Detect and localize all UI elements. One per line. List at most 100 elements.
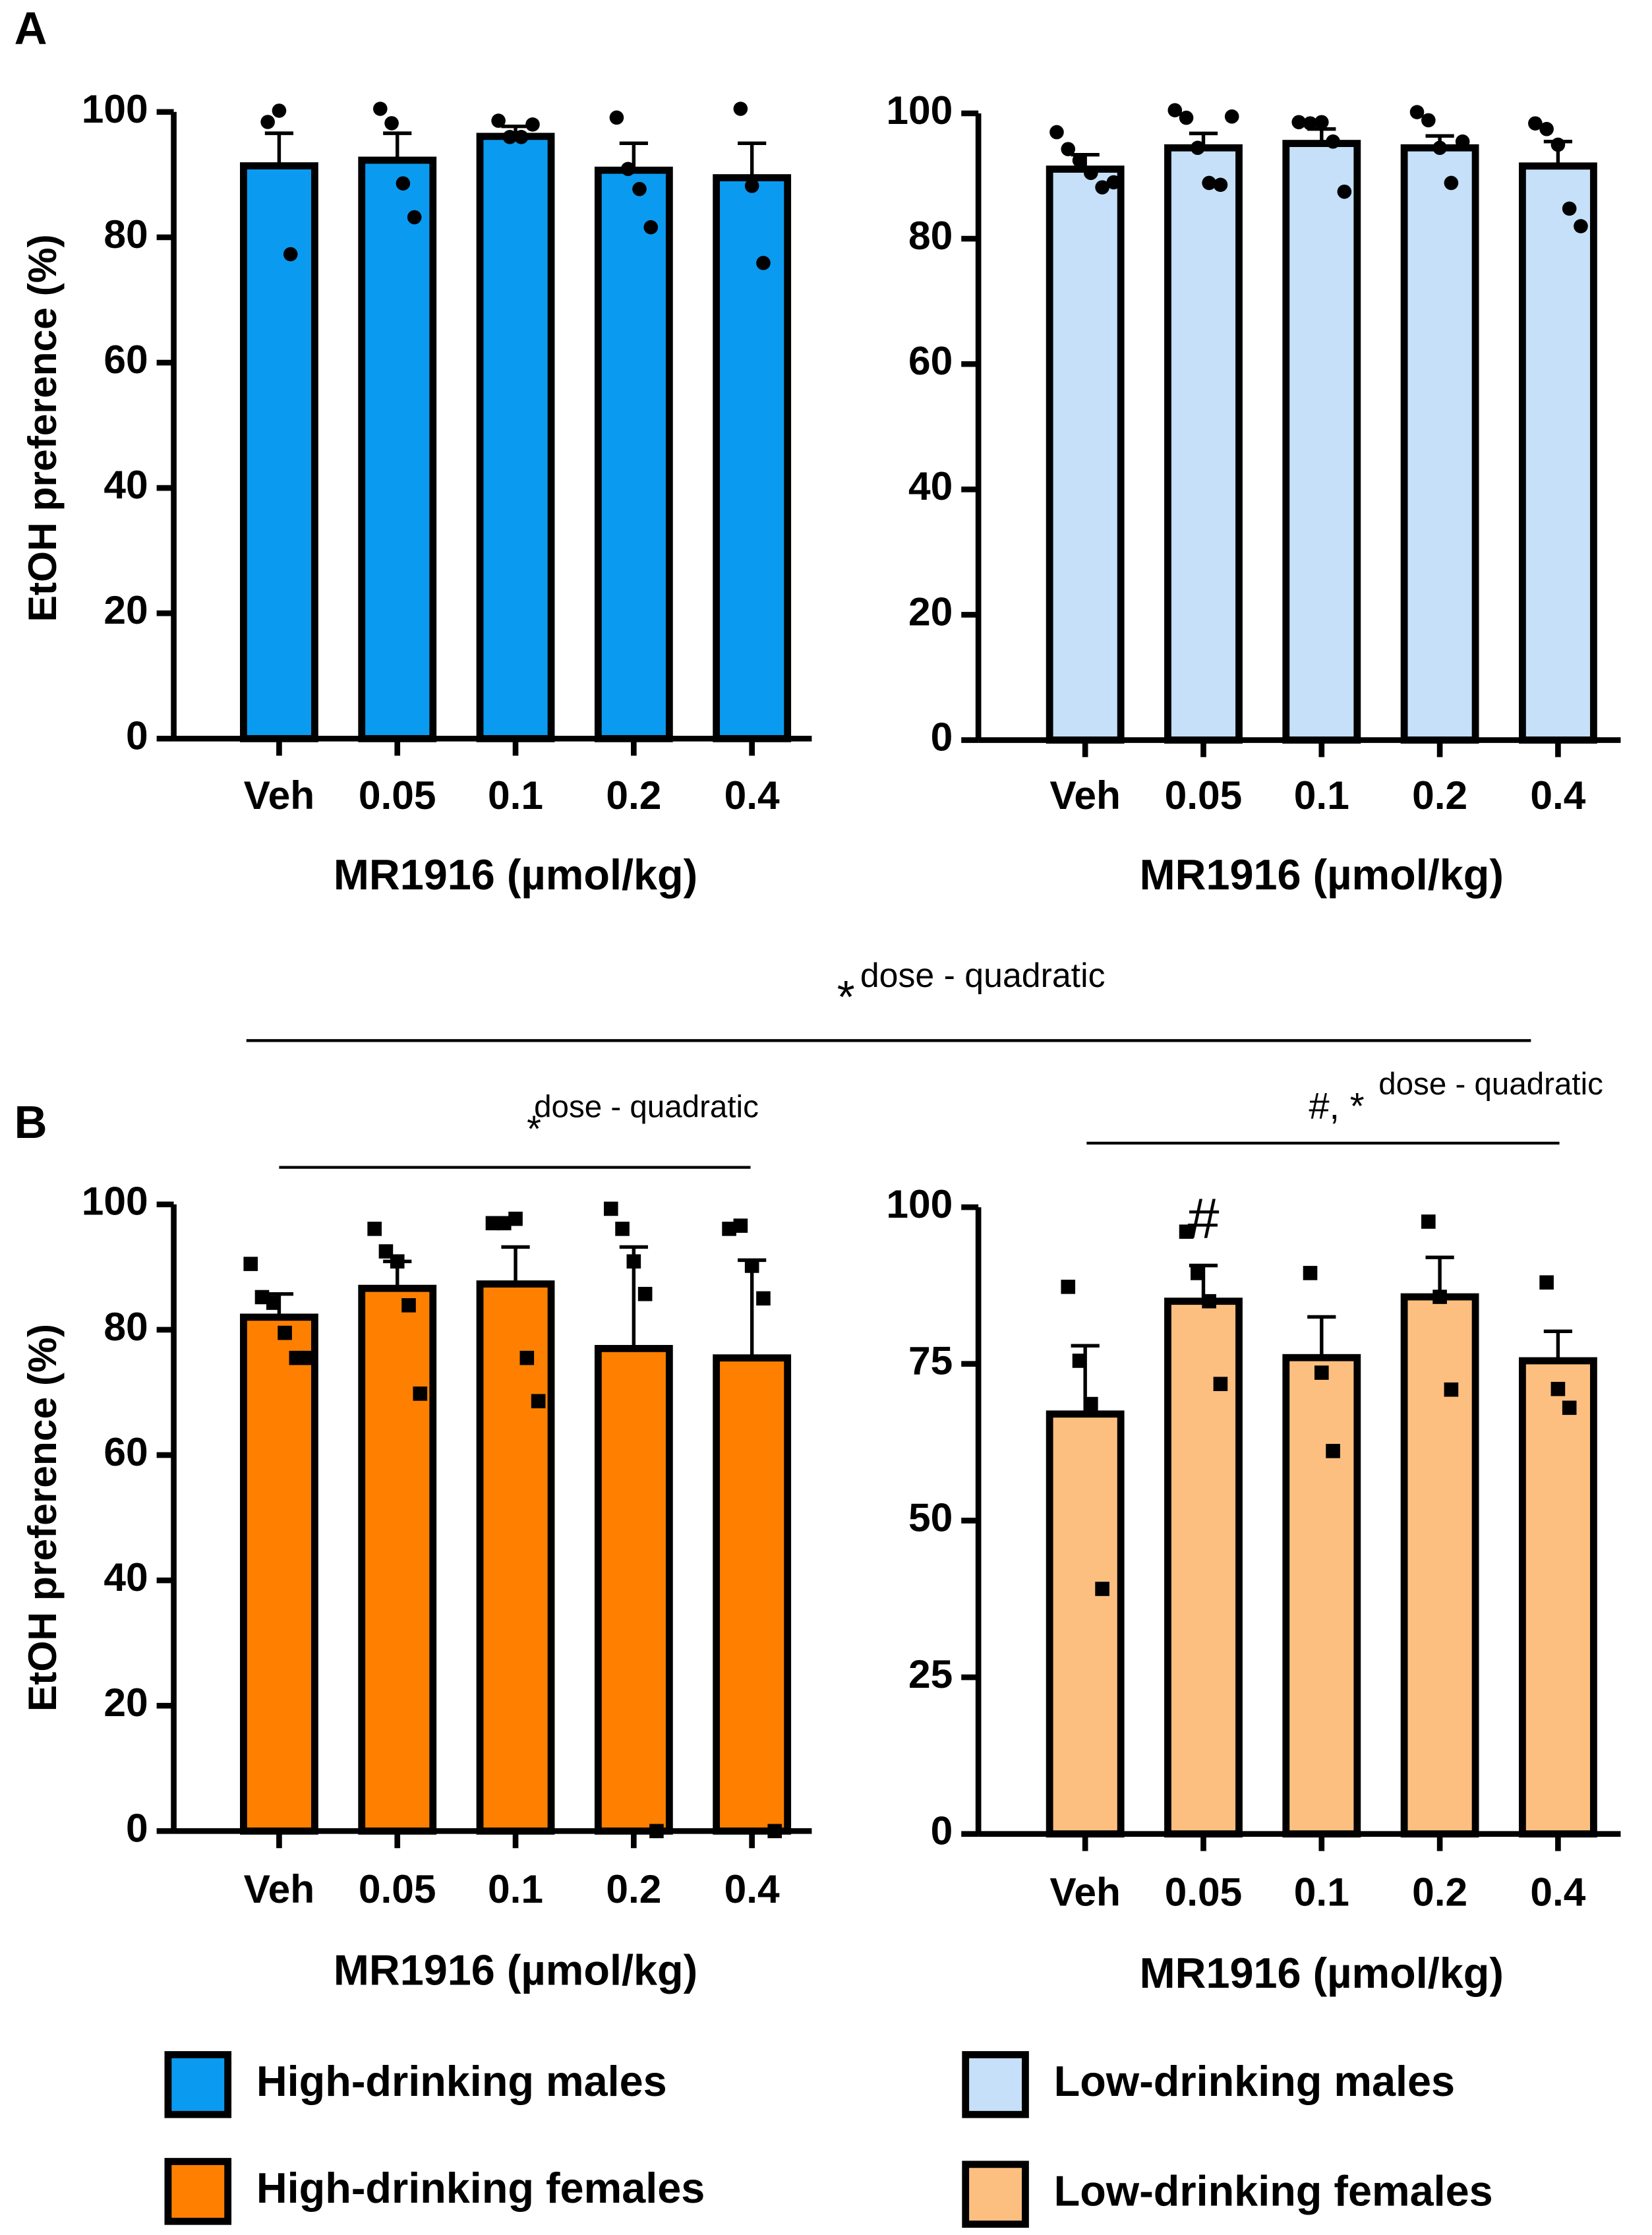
data-point bbox=[1539, 121, 1554, 136]
x-tick-label: 0.2 bbox=[1412, 1870, 1467, 1915]
x-tick-label: 0.4 bbox=[724, 773, 780, 818]
data-point bbox=[1213, 177, 1228, 193]
x-axis-title: MR1916 (µmol/kg) bbox=[334, 850, 697, 899]
x-tick-label: Veh bbox=[244, 773, 315, 818]
data-point bbox=[1084, 1396, 1098, 1412]
data-point bbox=[733, 1218, 748, 1233]
bar bbox=[1519, 162, 1597, 744]
bar bbox=[1046, 165, 1125, 744]
data-point bbox=[1539, 1275, 1554, 1290]
data-point bbox=[1191, 1266, 1205, 1280]
data-point bbox=[1409, 105, 1425, 119]
x-tick-label: 0.4 bbox=[1530, 773, 1585, 818]
x-tick-label: 0.1 bbox=[1294, 773, 1349, 818]
bar bbox=[1282, 140, 1361, 744]
data-point bbox=[1072, 153, 1087, 168]
y-tick-label: 80 bbox=[103, 212, 148, 256]
data-point bbox=[289, 1350, 304, 1365]
data-point bbox=[609, 110, 624, 125]
data-point bbox=[1224, 109, 1239, 124]
data-point bbox=[756, 1291, 771, 1306]
data-point bbox=[1095, 1582, 1109, 1596]
y-tick-label: 60 bbox=[103, 337, 148, 382]
data-point bbox=[1095, 180, 1109, 194]
x-tick-label: 0.05 bbox=[359, 773, 436, 818]
y-tick-label: 100 bbox=[82, 1179, 148, 1224]
annotation-text: dose - quadratic bbox=[1378, 1067, 1603, 1102]
y-tick-label: 50 bbox=[908, 1495, 953, 1539]
data-point bbox=[367, 1222, 382, 1236]
y-tick-label: 25 bbox=[908, 1652, 953, 1696]
data-point bbox=[260, 115, 275, 129]
bar bbox=[713, 1354, 792, 1835]
y-tick-label: 100 bbox=[82, 86, 148, 131]
y-axis-title: EtOH preference (%) bbox=[20, 1324, 65, 1712]
bar bbox=[240, 1313, 318, 1835]
y-tick-label: 80 bbox=[908, 213, 953, 258]
x-tick-label: Veh bbox=[1049, 773, 1121, 818]
y-tick-label: 0 bbox=[126, 713, 148, 758]
data-point bbox=[1061, 1280, 1076, 1294]
data-point bbox=[1179, 1224, 1194, 1239]
annotation-symbol: * bbox=[527, 1108, 541, 1149]
bar bbox=[358, 1284, 437, 1835]
data-point bbox=[243, 1257, 258, 1271]
data-point bbox=[300, 1350, 315, 1365]
data-point bbox=[278, 1325, 292, 1340]
data-point bbox=[1421, 113, 1436, 128]
bar bbox=[1519, 1357, 1597, 1838]
data-point bbox=[514, 130, 529, 144]
annotation-symbol: * bbox=[837, 971, 855, 1023]
legend-swatch bbox=[962, 2160, 1029, 2228]
data-point bbox=[1550, 1381, 1566, 1396]
data-point bbox=[413, 1386, 428, 1401]
y-tick-label: 60 bbox=[103, 1429, 148, 1474]
data-point bbox=[1444, 175, 1459, 191]
x-axis-title: MR1916 (µmol/kg) bbox=[1140, 850, 1504, 899]
bar bbox=[1164, 144, 1243, 744]
data-point bbox=[1432, 1290, 1447, 1304]
legend-swatch bbox=[164, 2158, 232, 2225]
data-point bbox=[266, 1296, 281, 1310]
bar bbox=[476, 133, 555, 742]
y-tick-label: 60 bbox=[908, 338, 953, 383]
data-point bbox=[485, 1216, 500, 1231]
bar bbox=[594, 166, 673, 742]
data-point bbox=[1326, 134, 1340, 149]
legend-swatch bbox=[962, 2051, 1029, 2118]
data-point bbox=[649, 1824, 664, 1839]
x-tick-label: 0.05 bbox=[1165, 1870, 1243, 1915]
bar bbox=[713, 174, 792, 742]
data-point bbox=[1202, 175, 1216, 191]
data-point bbox=[254, 1290, 270, 1305]
data-point bbox=[1179, 110, 1194, 125]
data-point bbox=[733, 102, 748, 116]
data-point bbox=[1303, 1266, 1318, 1280]
data-point bbox=[1455, 134, 1470, 149]
legend-label: Low-drinking females bbox=[1054, 2166, 1493, 2215]
marker-label: # bbox=[1187, 1187, 1219, 1251]
x-tick-label: 0.1 bbox=[1294, 1870, 1349, 1915]
data-point bbox=[272, 104, 287, 118]
data-point bbox=[283, 247, 298, 262]
bar bbox=[1046, 1410, 1125, 1838]
bar bbox=[1400, 144, 1479, 744]
y-tick-label: 20 bbox=[103, 587, 148, 632]
bar bbox=[240, 162, 318, 742]
data-point bbox=[756, 256, 771, 270]
y-tick-label: 100 bbox=[886, 1181, 953, 1226]
y-axis-title: EtOH preference (%) bbox=[20, 234, 65, 622]
data-point bbox=[1106, 175, 1121, 190]
x-tick-label: 0.1 bbox=[488, 773, 543, 818]
data-point bbox=[496, 1216, 512, 1231]
data-point bbox=[1191, 140, 1205, 156]
data-point bbox=[384, 116, 399, 131]
x-tick-label: Veh bbox=[1049, 1870, 1121, 1915]
data-point bbox=[615, 1222, 630, 1236]
x-tick-label: Veh bbox=[244, 1866, 315, 1911]
y-tick-label: 0 bbox=[931, 1808, 953, 1853]
bar bbox=[1282, 1354, 1361, 1838]
x-tick-label: 0.05 bbox=[1165, 773, 1243, 818]
data-point bbox=[1213, 1377, 1228, 1391]
